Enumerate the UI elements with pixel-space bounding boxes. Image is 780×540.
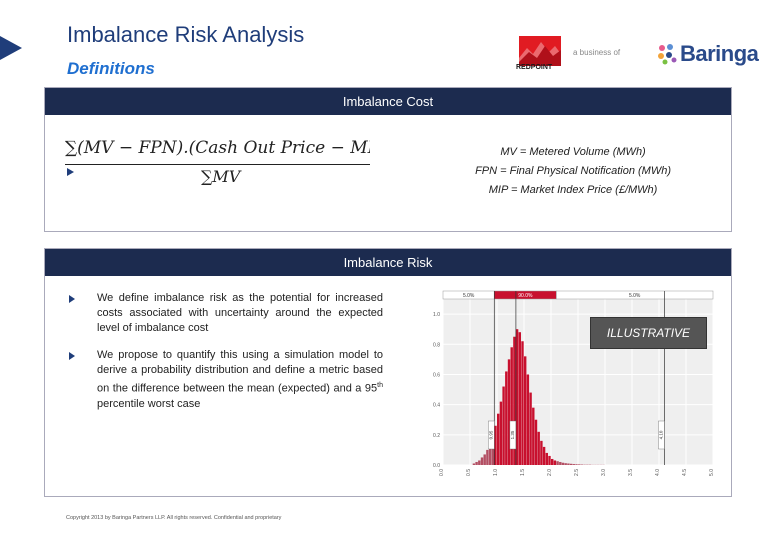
chart-bar bbox=[572, 464, 575, 465]
redpoint-logo-icon bbox=[519, 36, 561, 66]
imbalance-distribution-chart: 5.0% 90.0% 5.0% 0.95 1.35 4.10 0.0 0.2 0.4 0.6 0.8… bbox=[433, 290, 715, 476]
definitions-list: MV = Metered Volume (MWh) FPN = Final Ph… bbox=[475, 143, 671, 200]
chart-bar bbox=[548, 455, 551, 465]
chart-band-label: 5.0% bbox=[629, 293, 641, 299]
logo-separator-text: a business of bbox=[573, 48, 621, 57]
risk-bullets: We define imbalance risk as the potentia… bbox=[65, 291, 383, 424]
chart-bar bbox=[497, 413, 500, 465]
chart-y-tick-label: 0.4 bbox=[433, 403, 440, 409]
imbalance-cost-formula: ∑(MV − FPN).(Cash Out Price − MIP) ∑MV bbox=[65, 138, 375, 186]
formula-denominator: ∑MV bbox=[201, 167, 241, 186]
copyright-text: Copyright 2013 by Baringa Partners LLP. … bbox=[66, 515, 282, 521]
chart-y-tick-label: 1.0 bbox=[433, 312, 440, 318]
chart-bar bbox=[488, 443, 492, 465]
definition-mip: MIP = Market Index Price (£/MWh) bbox=[488, 184, 658, 196]
chart-bar bbox=[559, 461, 562, 465]
chart-marker-label: 1.35 bbox=[510, 430, 515, 439]
chart-bar bbox=[575, 464, 578, 465]
chart-bar bbox=[526, 374, 530, 465]
bullet-item: We propose to quantify this using a simu… bbox=[65, 348, 383, 412]
chart-marker-label: 0.95 bbox=[488, 430, 493, 439]
chart-y-tick-label: 0.6 bbox=[433, 372, 440, 378]
chart-bar bbox=[515, 329, 519, 465]
chart-bar bbox=[556, 461, 559, 465]
chart-x-tick-label: 5.0 bbox=[709, 469, 715, 476]
chart-band-header bbox=[556, 290, 714, 300]
page-subtitle: Definitions bbox=[67, 59, 155, 78]
chart-x-tick-label: 1.0 bbox=[493, 469, 499, 476]
bullet-arrow-icon bbox=[67, 168, 74, 176]
chart-bar bbox=[534, 419, 538, 465]
chart-bar bbox=[507, 359, 511, 465]
chart-x-tick-label: 3.5 bbox=[628, 469, 634, 476]
imbalance-risk-panel: Imbalance Risk We define imbalance risk … bbox=[44, 248, 732, 497]
chart-x-tick-label: 2.5 bbox=[574, 469, 580, 476]
chart-bar bbox=[551, 458, 554, 465]
chart-x-tick-label: 3.0 bbox=[601, 469, 607, 476]
chart-bar bbox=[494, 425, 497, 465]
chart-bar bbox=[505, 371, 508, 465]
formula-numerator: ∑(MV − FPN).(Cash Out Price − MIP) bbox=[65, 138, 370, 158]
chart-bar bbox=[567, 463, 570, 465]
chart-bar bbox=[553, 460, 557, 465]
chart-bar bbox=[524, 356, 527, 465]
chart-bar bbox=[491, 436, 494, 465]
imbalance-risk-heading: Imbalance Risk bbox=[45, 249, 731, 276]
chart-bar bbox=[545, 452, 548, 465]
chart-bar bbox=[486, 449, 489, 465]
definition-mv: MV = Metered Volume (MWh) bbox=[500, 146, 646, 158]
chart-band-label: 90.0% bbox=[518, 293, 533, 299]
chart-bar bbox=[480, 457, 484, 465]
chart-band-label: 5.0% bbox=[463, 293, 475, 299]
imbalance-cost-heading: Imbalance Cost bbox=[45, 88, 731, 115]
chart-marker-label: 4.10 bbox=[658, 430, 663, 439]
nav-arrow-icon[interactable] bbox=[0, 36, 22, 60]
chart-bar bbox=[513, 336, 516, 465]
definition-fpn: FPN = Final Physical Notification (MWh) bbox=[475, 165, 671, 177]
redpoint-logo-text: REDPOINT bbox=[516, 64, 553, 71]
chart-bar bbox=[472, 463, 476, 465]
chart-bar bbox=[578, 464, 581, 465]
page-title: Imbalance Risk Analysis bbox=[67, 22, 305, 47]
chart-bar bbox=[510, 347, 513, 465]
chart-x-tick-label: 1.5 bbox=[520, 469, 526, 476]
chart-bar bbox=[537, 431, 540, 465]
chart-bar bbox=[540, 440, 543, 465]
chart-marker-label-box bbox=[509, 420, 517, 450]
chart-marker-label-box bbox=[658, 420, 665, 450]
chart-x-tick-label: 0.0 bbox=[439, 469, 445, 476]
chart-bar bbox=[561, 462, 565, 465]
chart-marker-label-box bbox=[488, 420, 495, 450]
chart-x-tick-label: 4.0 bbox=[655, 469, 661, 476]
chart-bar bbox=[521, 341, 524, 465]
chart-bar bbox=[542, 446, 546, 465]
illustrative-badge: ILLUSTRATIVE bbox=[590, 317, 707, 349]
chart-bar bbox=[483, 454, 486, 465]
chart-x-tick-label: 0.5 bbox=[466, 469, 472, 476]
chart-bar bbox=[475, 461, 478, 465]
formula-fraction-bar bbox=[65, 164, 370, 165]
imbalance-cost-panel: Imbalance Cost ∑(MV − FPN).(Cash Out Pri… bbox=[44, 87, 732, 232]
chart-y-tick-label: 0.8 bbox=[433, 342, 440, 348]
chart-y-tick-label: 0.0 bbox=[433, 463, 440, 469]
chart-bar bbox=[532, 407, 535, 465]
chart-bar bbox=[529, 392, 532, 465]
chart-bar bbox=[569, 463, 573, 465]
chart-bar bbox=[502, 386, 505, 465]
chart-bar bbox=[564, 463, 567, 465]
baringa-logo-text: Baringa bbox=[680, 41, 759, 66]
chart-bar bbox=[499, 401, 503, 465]
bullet-item: We define imbalance risk as the potentia… bbox=[65, 291, 383, 336]
baringa-logo-icon bbox=[658, 44, 677, 65]
chart-x-tick-label: 2.0 bbox=[547, 469, 553, 476]
chart-bar bbox=[478, 460, 481, 465]
chart-x-tick-label: 4.5 bbox=[682, 469, 688, 476]
chart-y-tick-label: 0.2 bbox=[433, 433, 440, 439]
chart-bar bbox=[518, 332, 521, 465]
